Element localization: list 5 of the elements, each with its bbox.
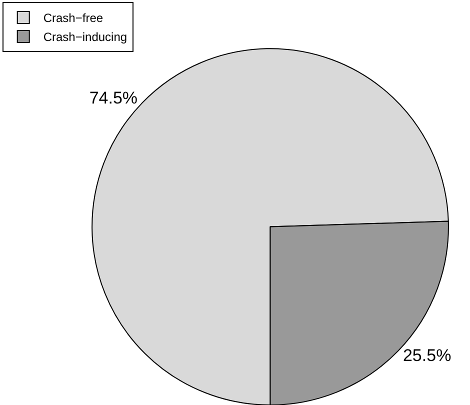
data-label: 74.5% [89,88,138,108]
data-label: 25.5% [402,346,452,365]
legend-label: Crash−inducing [43,30,128,44]
pie-slice [92,48,449,405]
legend-label: Crash−free [43,11,104,26]
